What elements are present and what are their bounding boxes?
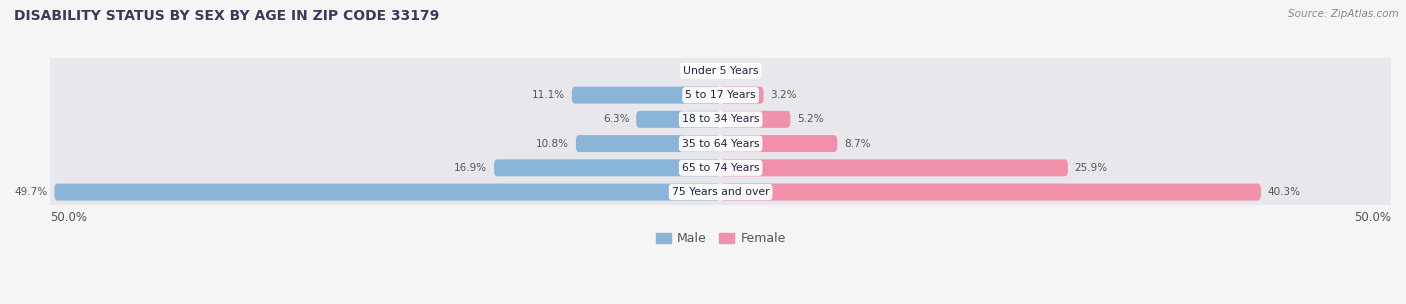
Text: 65 to 74 Years: 65 to 74 Years bbox=[682, 163, 759, 173]
FancyBboxPatch shape bbox=[721, 135, 838, 152]
Bar bbox=[51, 155, 1391, 181]
FancyBboxPatch shape bbox=[721, 111, 790, 128]
Bar bbox=[51, 131, 1391, 156]
Text: 6.3%: 6.3% bbox=[603, 114, 630, 124]
Text: 0.0%: 0.0% bbox=[688, 66, 714, 76]
Text: 50.0%: 50.0% bbox=[1354, 211, 1391, 224]
Text: Under 5 Years: Under 5 Years bbox=[683, 66, 758, 76]
Text: 11.1%: 11.1% bbox=[531, 90, 565, 100]
FancyBboxPatch shape bbox=[636, 111, 721, 128]
FancyBboxPatch shape bbox=[51, 132, 1391, 156]
Text: DISABILITY STATUS BY SEX BY AGE IN ZIP CODE 33179: DISABILITY STATUS BY SEX BY AGE IN ZIP C… bbox=[14, 9, 439, 23]
Text: 3.2%: 3.2% bbox=[770, 90, 797, 100]
Text: 49.7%: 49.7% bbox=[14, 187, 48, 197]
Text: 5.2%: 5.2% bbox=[797, 114, 824, 124]
FancyBboxPatch shape bbox=[721, 87, 763, 104]
Text: 18 to 34 Years: 18 to 34 Years bbox=[682, 114, 759, 124]
Bar bbox=[51, 179, 1391, 205]
FancyBboxPatch shape bbox=[721, 159, 1069, 176]
Bar bbox=[51, 107, 1391, 132]
FancyBboxPatch shape bbox=[51, 180, 1391, 204]
Text: 50.0%: 50.0% bbox=[51, 211, 87, 224]
FancyBboxPatch shape bbox=[55, 184, 721, 201]
Text: 8.7%: 8.7% bbox=[844, 139, 870, 149]
Text: 40.3%: 40.3% bbox=[1268, 187, 1301, 197]
FancyBboxPatch shape bbox=[51, 59, 1391, 83]
Bar bbox=[51, 82, 1391, 108]
Text: Source: ZipAtlas.com: Source: ZipAtlas.com bbox=[1288, 9, 1399, 19]
Text: 16.9%: 16.9% bbox=[454, 163, 488, 173]
FancyBboxPatch shape bbox=[51, 83, 1391, 107]
FancyBboxPatch shape bbox=[51, 156, 1391, 180]
Text: 0.0%: 0.0% bbox=[727, 66, 754, 76]
Text: 25.9%: 25.9% bbox=[1074, 163, 1108, 173]
FancyBboxPatch shape bbox=[576, 135, 721, 152]
Text: 10.8%: 10.8% bbox=[536, 139, 569, 149]
FancyBboxPatch shape bbox=[51, 107, 1391, 131]
Legend: Male, Female: Male, Female bbox=[651, 227, 790, 250]
FancyBboxPatch shape bbox=[721, 184, 1261, 201]
Bar bbox=[51, 58, 1391, 84]
Text: 35 to 64 Years: 35 to 64 Years bbox=[682, 139, 759, 149]
FancyBboxPatch shape bbox=[494, 159, 721, 176]
FancyBboxPatch shape bbox=[572, 87, 721, 104]
Text: 5 to 17 Years: 5 to 17 Years bbox=[685, 90, 756, 100]
Text: 75 Years and over: 75 Years and over bbox=[672, 187, 769, 197]
